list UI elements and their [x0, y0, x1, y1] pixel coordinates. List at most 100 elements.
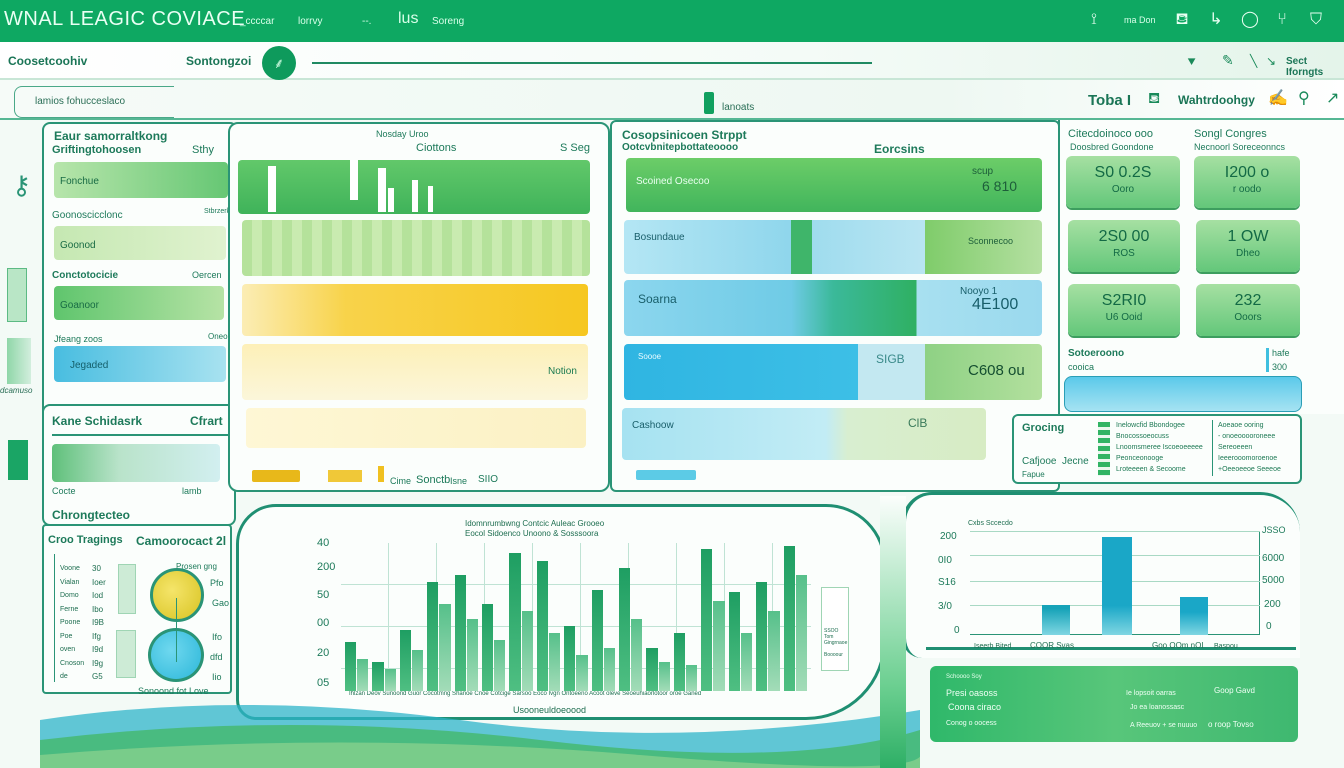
- menu-item-4[interactable]: lus: [398, 10, 419, 27]
- bar-row-1[interactable]: Fonchue: [54, 162, 228, 198]
- stat-tile-5[interactable]: S2RI0 U6 Ooid: [1068, 284, 1180, 336]
- flag-icon[interactable]: ⯆: [1186, 54, 1198, 70]
- report-icon[interactable]: [7, 338, 31, 384]
- chart-bar-secondary[interactable]: [658, 662, 670, 691]
- chart-bar-primary[interactable]: [701, 548, 713, 691]
- chart-bar-group[interactable]: [482, 543, 506, 691]
- key-icon[interactable]: ⚷: [12, 170, 32, 200]
- menu-item-2[interactable]: lorrvy: [298, 16, 323, 27]
- chart-bar-secondary[interactable]: [466, 618, 479, 691]
- phone-icon[interactable]: ↳: [1209, 11, 1223, 28]
- chart-bar-primary[interactable]: [646, 647, 658, 691]
- menu-item-1[interactable]: _ccccar: [240, 16, 275, 27]
- progress-bar[interactable]: [1064, 376, 1302, 412]
- basket-icon[interactable]: ⛾: [1175, 11, 1189, 28]
- chart-bar-group[interactable]: [427, 543, 451, 691]
- search-field[interactable]: lamios fohucceslaco: [14, 86, 174, 118]
- top-text[interactable]: ma Don: [1124, 15, 1156, 25]
- chart-bar-secondary[interactable]: [795, 575, 807, 691]
- mid-bar-pale[interactable]: [246, 408, 586, 448]
- bar-row-2[interactable]: Goonod: [54, 226, 226, 260]
- chart-bar-primary[interactable]: [427, 582, 439, 691]
- chart-bar-primary[interactable]: [372, 662, 384, 691]
- chart-bar-group[interactable]: [536, 543, 561, 691]
- side-bar-3[interactable]: [1180, 597, 1208, 635]
- document-icon[interactable]: [7, 268, 27, 322]
- chart-bar-secondary[interactable]: [549, 633, 561, 691]
- chart-bar-primary[interactable]: [783, 546, 795, 691]
- chart-bar-primary[interactable]: [454, 575, 466, 691]
- chart-bar-secondary[interactable]: [384, 669, 396, 691]
- stat-tile-3[interactable]: 2S0 00 ROS: [1068, 220, 1180, 272]
- bar-row-4[interactable]: Jegaded: [54, 346, 226, 382]
- chart-bar-primary[interactable]: [619, 567, 631, 691]
- chart-bar-group[interactable]: [564, 543, 588, 691]
- mid-bar-paleyellow[interactable]: Notion: [242, 344, 588, 400]
- chart-bar-primary[interactable]: [345, 641, 357, 691]
- chart-bar-secondary[interactable]: [576, 654, 588, 691]
- chart-bar-group[interactable]: [591, 543, 616, 691]
- chart-bar-secondary[interactable]: [412, 650, 424, 691]
- stat-tile-4[interactable]: 1 OW Dheo: [1196, 220, 1300, 272]
- globe-icon[interactable]: ◯: [1241, 11, 1259, 28]
- sheet-icon[interactable]: [8, 440, 28, 480]
- chart-bar-primary[interactable]: [591, 589, 603, 691]
- chart-bar-group[interactable]: [756, 543, 780, 691]
- chart-bar-group[interactable]: [399, 543, 424, 691]
- center-label[interactable]: lanoats: [722, 102, 755, 113]
- comp-row-1[interactable]: Scoined Osecoo scup 6 810: [626, 158, 1042, 212]
- schedule-right[interactable]: Cfrart: [190, 414, 223, 428]
- chart-bar-secondary[interactable]: [521, 611, 533, 691]
- menu-item-3[interactable]: --.: [362, 16, 372, 27]
- signature-icon[interactable]: ✍: [1268, 90, 1288, 107]
- bottom-info-panel[interactable]: Schoooo Soy Presi oasoss Coona ciraco Co…: [930, 666, 1298, 742]
- chart-bar-group[interactable]: [454, 543, 479, 691]
- mid-bar-green[interactable]: [238, 160, 590, 214]
- pen-icon[interactable]: ✎: [1222, 52, 1234, 68]
- chart-bar-secondary[interactable]: [494, 640, 506, 691]
- chart-bar-group[interactable]: [345, 543, 369, 691]
- network-icon[interactable]: ⑂: [1277, 11, 1287, 28]
- comp-row-2[interactable]: Bosundaue Sconnecoo: [624, 220, 1042, 274]
- mid-bar-lightgreen[interactable]: [242, 220, 590, 276]
- toolbar-left-label[interactable]: Coosetcoohiv: [8, 54, 88, 68]
- comp-row-5[interactable]: Cashoow ClB: [622, 408, 986, 460]
- schedule-bar[interactable]: [52, 444, 220, 482]
- chart-bar-primary[interactable]: [509, 553, 521, 691]
- toolbar-right-text[interactable]: Sect Iforngts: [1286, 56, 1324, 78]
- stat-tile-1[interactable]: S0 0.2S Ooro: [1066, 156, 1180, 208]
- chart-bar-group[interactable]: [619, 543, 643, 691]
- chart-bar-primary[interactable]: [756, 582, 768, 691]
- chart-bar-primary[interactable]: [482, 604, 494, 691]
- menu-item-5[interactable]: Soreng: [432, 16, 465, 27]
- chart-bar-secondary[interactable]: [768, 611, 780, 691]
- chart-bar-group[interactable]: [783, 543, 807, 691]
- side-bar-1[interactable]: [1042, 605, 1070, 635]
- arrow-icon[interactable]: ↘: [1266, 54, 1277, 68]
- person-icon[interactable]: ⚲: [1298, 90, 1310, 107]
- chart-bar-primary[interactable]: [564, 625, 576, 691]
- leaf-action-button[interactable]: ⸙: [262, 46, 296, 80]
- chart-bar-primary[interactable]: [673, 633, 686, 691]
- chart-bar-group[interactable]: [673, 543, 698, 691]
- comp-row-3[interactable]: Soarna Nooyo 1 4E100: [624, 280, 1042, 336]
- side-bar-2[interactable]: [1102, 537, 1132, 635]
- chart-bar-group[interactable]: [372, 543, 396, 691]
- chart-bar-secondary[interactable]: [439, 604, 451, 691]
- chart-bar-group[interactable]: [728, 543, 753, 691]
- chart-icon[interactable]: ⟟: [1091, 11, 1097, 28]
- chart-bar-group[interactable]: [701, 543, 725, 691]
- chart-bar-secondary[interactable]: [357, 659, 369, 691]
- arrow-icon[interactable]: ↗: [1326, 90, 1340, 107]
- mid-bar-yellow[interactable]: [242, 284, 588, 336]
- chart-bar-primary[interactable]: [728, 592, 740, 691]
- comp-row-4[interactable]: Soooe SIGB C608 ou: [624, 344, 1042, 400]
- main-chart-plot[interactable]: [341, 543, 811, 691]
- chart-bar-secondary[interactable]: [631, 618, 643, 691]
- chart-bar-secondary[interactable]: [603, 647, 616, 691]
- side-chart-plot[interactable]: [970, 531, 1260, 635]
- bar-row-3[interactable]: Goanoor: [54, 286, 224, 320]
- stat-tile-6[interactable]: 232 Ooors: [1196, 284, 1300, 336]
- chart-bar-primary[interactable]: [399, 630, 412, 691]
